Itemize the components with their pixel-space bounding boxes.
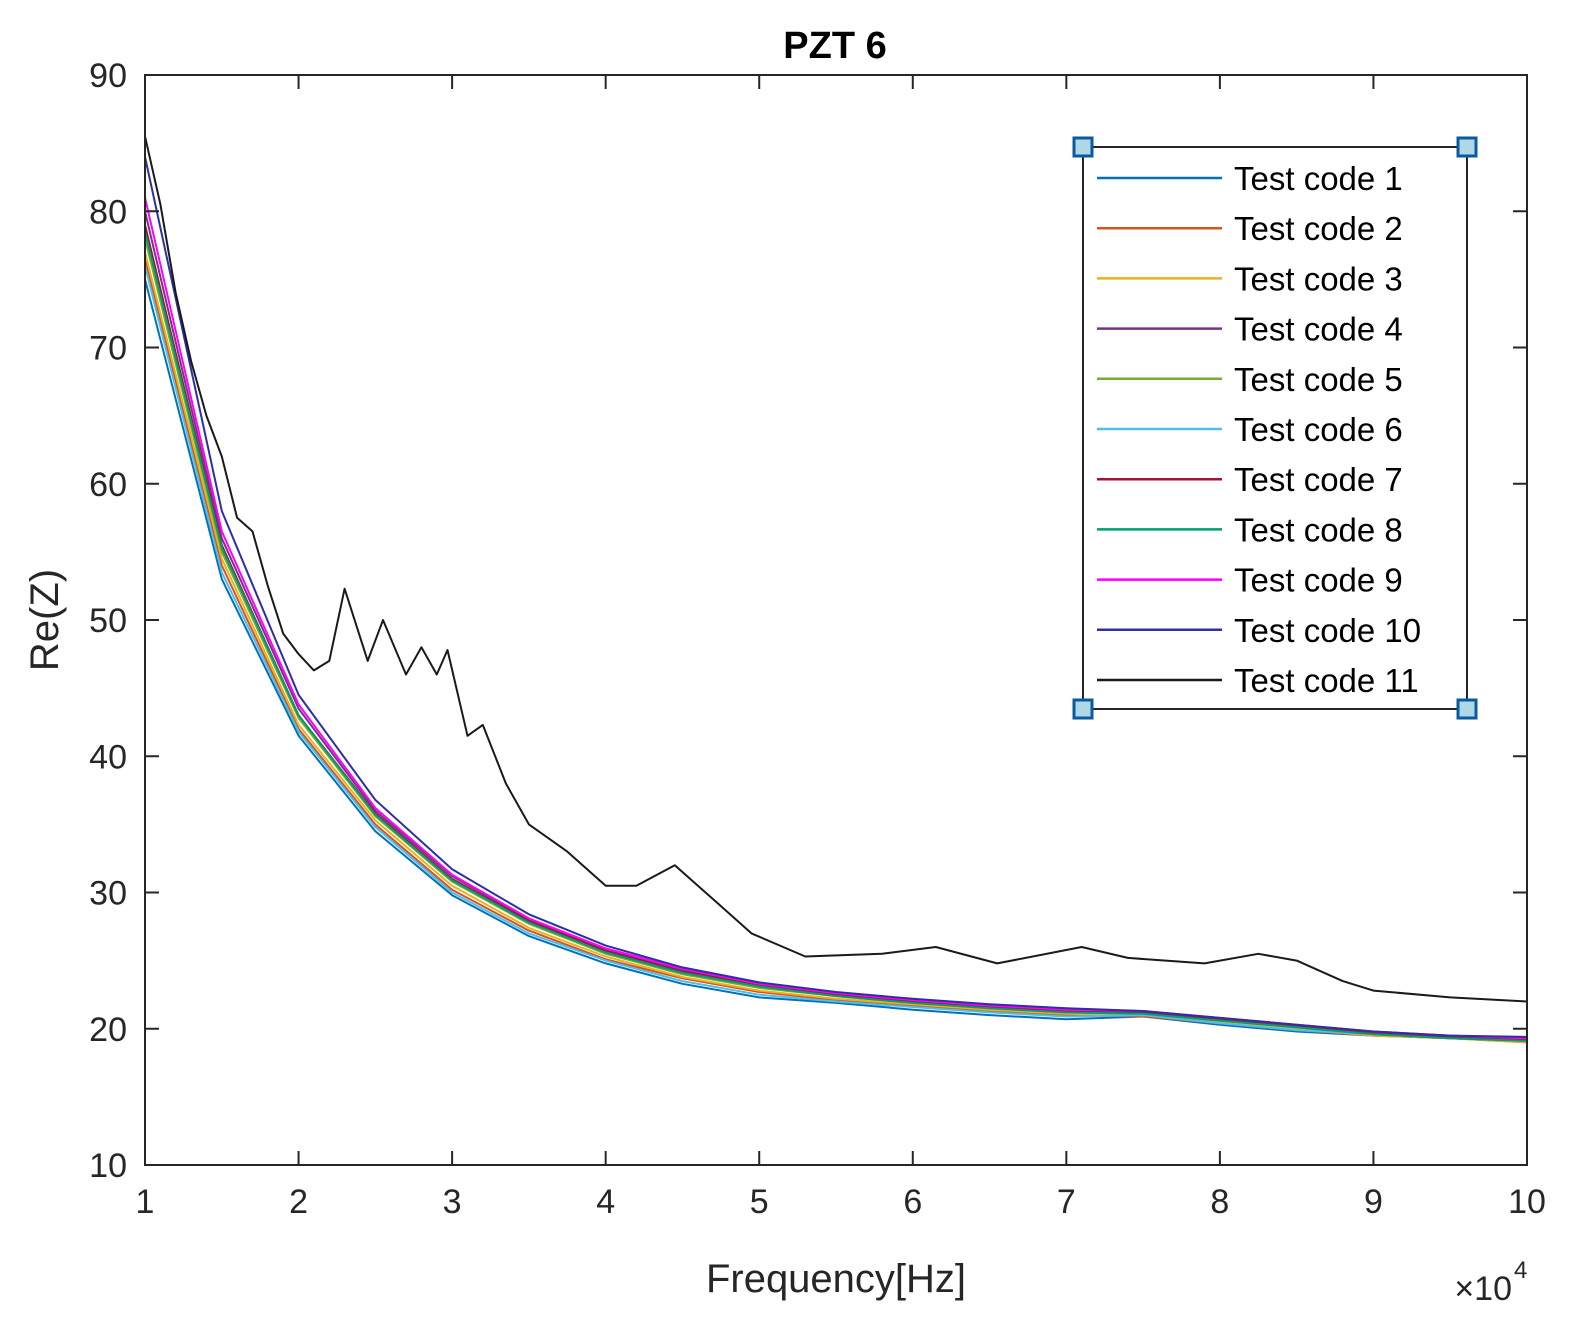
y-tick-label: 10 [89, 1147, 127, 1185]
chart-title: PZT 6 [783, 25, 886, 67]
y-tick-label: 90 [89, 57, 127, 95]
x-tick-label: 3 [443, 1183, 462, 1221]
x-tick-label: 8 [1210, 1183, 1229, 1221]
ticks-layer: 1 2 3 4 5 6 7 8 9 10 10 20 30 40 50 60 70 80 90 [89, 57, 1546, 1221]
legend-item-11[interactable]: Test code 11 [1097, 662, 1419, 699]
series-line-6 [144, 265, 1528, 1040]
series-line-10 [144, 156, 1528, 1038]
legend-label: Test code 8 [1234, 511, 1403, 548]
legend-item-10[interactable]: Test code 10 [1097, 612, 1421, 649]
legend-label: Test code 1 [1234, 160, 1403, 197]
legend-label: Test code 5 [1234, 361, 1403, 398]
legend-label: Test code 6 [1234, 411, 1403, 448]
legend-resize-handle[interactable] [1072, 136, 1094, 158]
x-axis-label: Frequency[Hz] [706, 1257, 966, 1301]
x-tick-label: 5 [750, 1183, 769, 1221]
legend-item-6[interactable]: Test code 6 [1097, 411, 1403, 448]
legend[interactable]: Test code 1 Test code 2 Test code 3 Test co… [1072, 136, 1478, 720]
x-exponent-power: 4 [1514, 1257, 1527, 1284]
series-line-1 [144, 279, 1528, 1042]
legend-item-5[interactable]: Test code 5 [1097, 361, 1403, 398]
legend-item-8[interactable]: Test code 8 [1097, 511, 1403, 548]
series-line-3 [144, 251, 1528, 1044]
y-tick-label: 60 [89, 466, 127, 504]
y-tick-label: 30 [89, 875, 127, 913]
y-tick-label: 50 [89, 602, 127, 640]
x-tick-label: 9 [1364, 1183, 1383, 1221]
legend-item-4[interactable]: Test code 4 [1097, 311, 1403, 348]
x-exponent-label: ×10 4 [1454, 1257, 1527, 1308]
y-tick-label: 40 [89, 738, 127, 776]
series-line-8 [144, 231, 1528, 1042]
y-tick-label: 70 [89, 330, 127, 368]
legend-resize-handle[interactable] [1072, 698, 1094, 720]
series-line-11 [144, 136, 1528, 1003]
x-tick-label: 6 [903, 1183, 922, 1221]
legend-item-1[interactable]: Test code 1 [1097, 160, 1403, 197]
legend-label: Test code 3 [1234, 260, 1403, 297]
y-tick-label: 80 [89, 193, 127, 231]
legend-label: Test code 9 [1234, 562, 1403, 599]
x-tick-label: 10 [1508, 1183, 1546, 1221]
x-tick-label: 1 [136, 1183, 155, 1221]
x-tick-label: 4 [596, 1183, 615, 1221]
legend-item-3[interactable]: Test code 3 [1097, 260, 1403, 297]
legend-label: Test code 7 [1234, 461, 1403, 498]
legend-label: Test code 4 [1234, 311, 1403, 348]
legend-item-9[interactable]: Test code 9 [1097, 562, 1403, 599]
legend-label: Test code 11 [1234, 662, 1419, 699]
legend-label: Test code 2 [1234, 210, 1403, 247]
x-tick-label: 7 [1057, 1183, 1076, 1221]
y-axis-label: Re(Z) [23, 569, 67, 671]
y-tick-label: 20 [89, 1011, 127, 1049]
series-layer [144, 136, 1528, 1044]
x-tick-label: 2 [289, 1183, 308, 1221]
legend-item-2[interactable]: Test code 2 [1097, 210, 1403, 247]
legend-resize-handle[interactable] [1456, 136, 1478, 158]
legend-label: Test code 10 [1234, 612, 1421, 649]
legend-resize-handle[interactable] [1456, 698, 1478, 720]
x-exponent-base: ×10 [1454, 1270, 1512, 1308]
legend-item-7[interactable]: Test code 7 [1097, 461, 1403, 498]
